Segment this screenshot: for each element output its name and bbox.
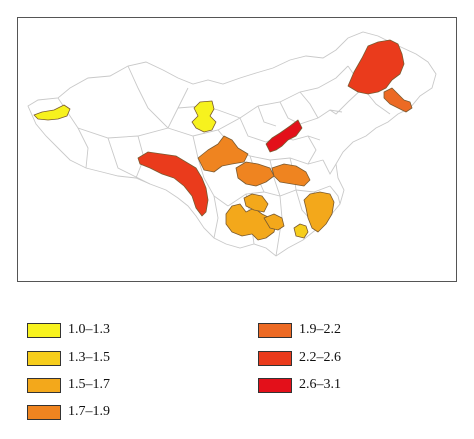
province-border xyxy=(329,87,364,115)
region-southeast xyxy=(303,191,335,233)
region-fills xyxy=(33,39,413,241)
province-border xyxy=(329,185,341,205)
region-northwest xyxy=(33,104,71,121)
region-northeast-small xyxy=(383,87,413,113)
region-south-small xyxy=(293,223,309,239)
china-map xyxy=(27,31,437,257)
legend-swatch xyxy=(27,322,61,338)
province-border xyxy=(127,65,169,129)
region-central-east-2 xyxy=(271,163,311,187)
region-north-red xyxy=(265,119,303,153)
province-border xyxy=(192,135,229,207)
legend-swatch xyxy=(258,377,292,393)
province-border xyxy=(107,137,151,185)
legend-item-2: 1.3–1.5 xyxy=(27,349,110,367)
legend-label: 2.6–3.1 xyxy=(299,377,341,392)
region-central-east-1 xyxy=(235,161,275,187)
legend-swatch xyxy=(258,350,292,366)
legend-item-4: 1.7–1.9 xyxy=(27,403,110,421)
legend-label: 1.3–1.5 xyxy=(68,350,110,365)
region-south-central xyxy=(243,193,269,213)
map-frame xyxy=(17,17,457,282)
legend-swatch xyxy=(27,404,61,420)
legend-label: 1.7–1.9 xyxy=(68,404,110,419)
province-border xyxy=(307,135,317,165)
region-west-red xyxy=(137,151,209,217)
legend-item-5: 1.9–2.2 xyxy=(258,321,341,339)
legend-item-7: 2.6–3.1 xyxy=(258,376,341,394)
legend-label: 1.0–1.3 xyxy=(68,322,110,337)
province-border xyxy=(167,65,349,137)
legend-swatch xyxy=(27,377,61,393)
region-central-west xyxy=(197,135,249,173)
legend-label: 1.5–1.7 xyxy=(68,377,110,392)
province-border xyxy=(213,195,219,239)
province-border xyxy=(257,105,277,127)
region-central-small xyxy=(263,213,285,231)
province-border xyxy=(299,91,319,119)
province-border xyxy=(57,87,189,139)
legend-item-3: 1.5–1.7 xyxy=(27,376,110,394)
province-border xyxy=(279,101,343,125)
region-north-central xyxy=(191,100,217,133)
legend-swatch xyxy=(258,322,292,338)
province-border xyxy=(77,127,89,169)
legend-label: 1.9–2.2 xyxy=(299,322,341,337)
province-border xyxy=(322,159,337,175)
legend-item-1: 1.0–1.3 xyxy=(27,321,110,339)
legend-label: 2.2–2.6 xyxy=(299,350,341,365)
country-outline xyxy=(27,31,437,257)
legend-swatch xyxy=(27,350,61,366)
region-northeast-large xyxy=(347,39,405,95)
province-border xyxy=(269,159,281,197)
legend-item-6: 2.2–2.6 xyxy=(258,349,341,367)
